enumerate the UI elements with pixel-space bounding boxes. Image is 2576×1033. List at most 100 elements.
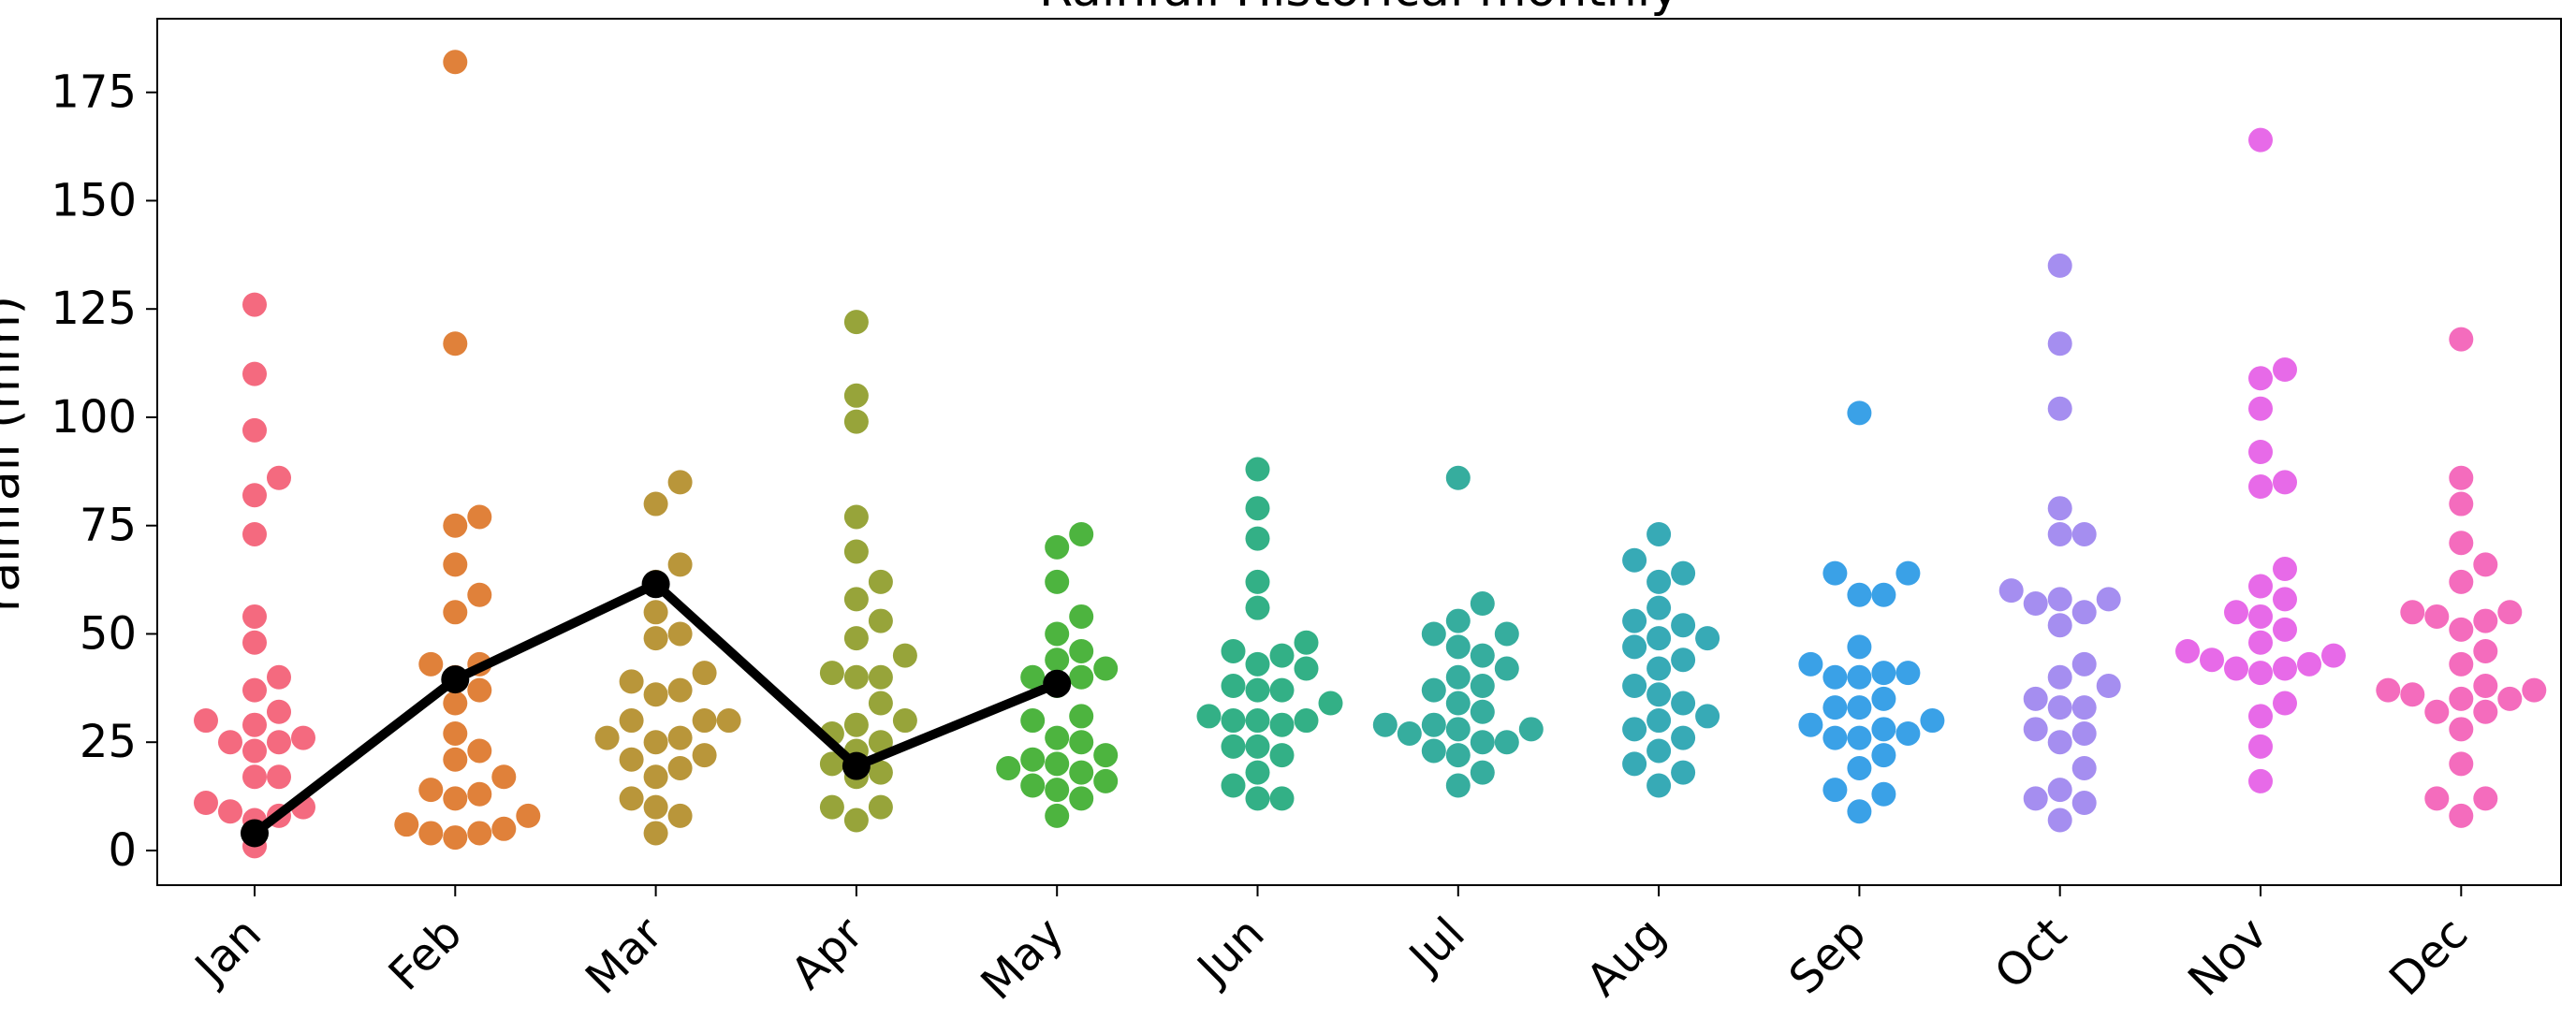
swarm-point — [443, 600, 468, 625]
swarm-point — [2273, 587, 2297, 612]
swarm-point — [1294, 708, 1319, 734]
swarm-point — [2071, 695, 2097, 720]
swarm-point — [1647, 521, 1672, 546]
swarm-point — [1421, 677, 1446, 703]
swarm-point — [1445, 773, 1471, 798]
swarm-point — [843, 409, 869, 434]
swarm-point — [1045, 534, 1070, 560]
swarm-point — [1895, 661, 1921, 686]
swarm-point — [1871, 717, 1896, 742]
trend-line-marker — [641, 570, 670, 599]
swarm-point — [1020, 708, 1046, 734]
swarm-point — [443, 552, 468, 577]
swarm-point — [2248, 704, 2273, 729]
swarm-point — [2449, 717, 2474, 742]
swarm-point — [1093, 743, 1119, 768]
swarm-point — [643, 600, 668, 625]
swarm-point — [2273, 691, 2297, 716]
swarm-point — [1045, 725, 1070, 750]
swarm-point — [843, 626, 869, 651]
swarm-point — [418, 651, 444, 677]
swarm-point — [1871, 743, 1896, 768]
swarm-point — [667, 552, 693, 577]
swarm-point — [1470, 643, 1495, 668]
swarm-point — [868, 794, 893, 820]
swarm-point — [242, 483, 267, 508]
swarm-point — [242, 712, 267, 737]
swarm-point — [1069, 730, 1094, 755]
swarm-point — [218, 799, 242, 824]
swarm-point — [1822, 664, 1848, 690]
swarm-point — [1269, 643, 1295, 668]
swarm-point — [242, 764, 267, 790]
swarm-point — [2273, 557, 2297, 582]
swarm-point — [1045, 803, 1070, 828]
swarm-point — [2449, 465, 2474, 490]
swarm-point — [267, 699, 291, 724]
swarm-point — [1421, 712, 1446, 737]
swarm-point — [1020, 773, 1046, 798]
swarm-point — [2449, 686, 2474, 711]
swarm-point — [1470, 699, 1495, 724]
swarm-point — [2473, 552, 2498, 577]
swarm-point — [892, 643, 917, 668]
swarm-point — [868, 730, 893, 755]
swarm-point — [643, 626, 668, 651]
swarm-point — [1020, 747, 1046, 772]
swarm-point — [2071, 521, 2097, 546]
swarm-point — [619, 747, 644, 772]
swarm-point — [242, 417, 267, 443]
trend-line-marker — [441, 665, 470, 694]
swarm-point — [843, 712, 869, 737]
swarm-point — [1045, 569, 1070, 594]
swarm-point — [996, 755, 1021, 780]
swarm-point — [2071, 600, 2097, 625]
swarm-point — [267, 664, 291, 690]
swarm-point — [443, 331, 468, 356]
swarm-point — [1221, 674, 1246, 699]
swarm-point — [418, 821, 444, 846]
swarm-point — [467, 582, 492, 607]
swarm-point — [267, 465, 291, 490]
x-tick-label: Nov — [2178, 908, 2277, 1007]
swarm-point — [2248, 604, 2273, 629]
swarm-point — [1671, 647, 1696, 673]
swarm-point — [1622, 751, 1647, 777]
swarm-point — [2297, 651, 2321, 677]
swarm-point — [892, 708, 917, 734]
x-tick-label: Feb — [379, 908, 473, 1001]
swarm-point — [1245, 786, 1270, 811]
swarm-point — [2047, 253, 2072, 278]
swarm-point — [1798, 712, 1823, 737]
swarm-point — [242, 292, 267, 317]
swarm-point — [443, 747, 468, 772]
swarm-point — [2473, 786, 2498, 811]
swarm-point — [1695, 626, 1720, 651]
swarm-point — [2023, 717, 2048, 742]
swarm-point — [1421, 621, 1446, 647]
swarm-point — [619, 669, 644, 694]
swarm-point — [1221, 734, 1246, 759]
swarm-point — [1221, 773, 1246, 798]
swarm-point — [2071, 791, 2097, 816]
swarm-point — [2047, 730, 2072, 755]
swarm-point — [2047, 807, 2072, 833]
swarm-point — [1822, 725, 1848, 750]
y-tick-label: 100 — [51, 391, 137, 444]
trend-line-marker — [842, 751, 871, 780]
swarm-point — [218, 730, 242, 755]
swarm-point — [1294, 656, 1319, 681]
swarm-point — [1847, 755, 1872, 780]
swarm-point — [1069, 521, 1094, 546]
swarm-point — [1470, 674, 1495, 699]
swarm-point — [2047, 587, 2072, 612]
swarm-point — [1445, 465, 1471, 490]
swarm-point — [1445, 743, 1471, 768]
swarm-point — [667, 677, 693, 703]
swarm-point — [2224, 600, 2248, 625]
swarm-point — [1647, 738, 1672, 764]
swarm-point — [1494, 730, 1519, 755]
swarm-point — [2273, 357, 2297, 383]
swarm-point — [443, 691, 468, 716]
swarm-point — [1245, 708, 1270, 734]
